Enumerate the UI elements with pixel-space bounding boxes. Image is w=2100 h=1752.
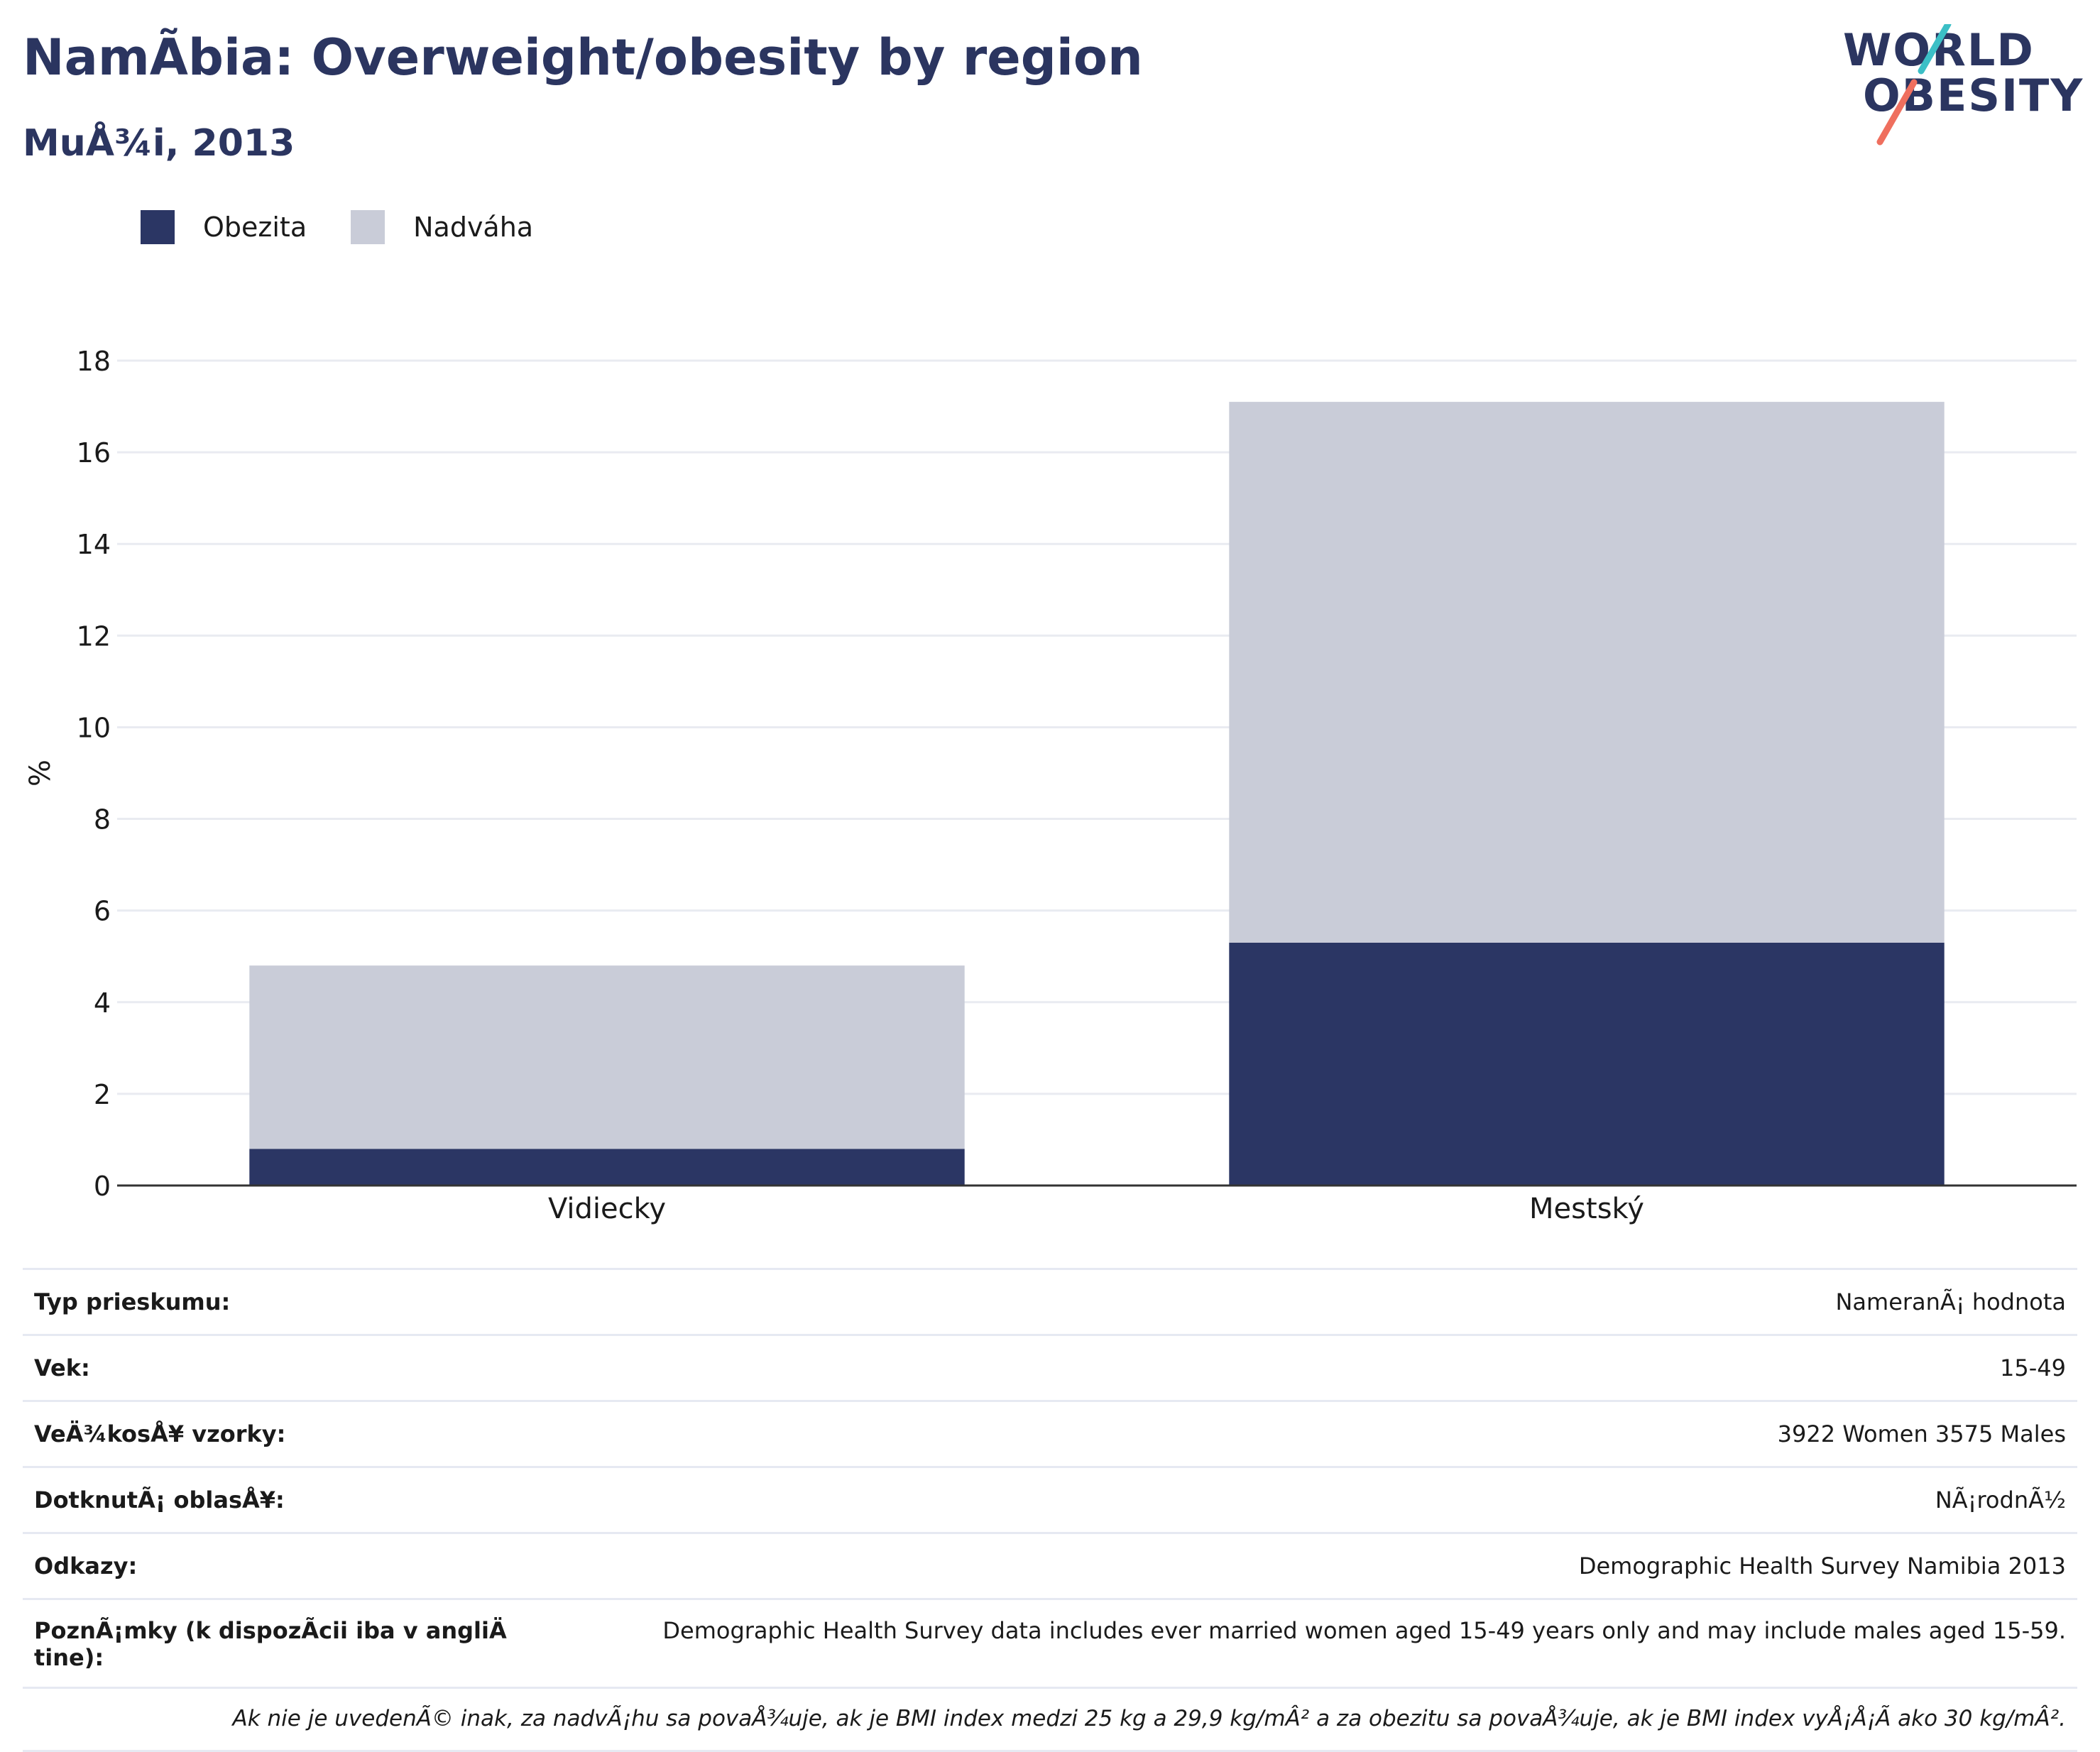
bar-overweight bbox=[1229, 402, 1945, 943]
info-row-survey-type: Typ prieskumu: NameranÃ¡ hodnota bbox=[23, 1268, 2077, 1334]
x-tick-label: Vidiecky bbox=[548, 1193, 666, 1225]
chart-title: NamÃbia: Overweight/obesity by region bbox=[23, 28, 1143, 87]
y-tick-label: 4 bbox=[94, 987, 111, 1019]
info-label: DotknutÃ¡ oblasÅ¥: bbox=[34, 1487, 285, 1513]
info-row-age: Vek: 15-49 bbox=[23, 1334, 2077, 1400]
info-label: Vek: bbox=[34, 1354, 90, 1381]
info-row-area: DotknutÃ¡ oblasÅ¥: NÃ¡rodnÃ½ bbox=[23, 1466, 2077, 1532]
y-tick-label: 6 bbox=[94, 896, 111, 927]
survey-info-table: Typ prieskumu: NameranÃ¡ hodnota Vek: 15… bbox=[23, 1268, 2077, 1752]
info-label: Odkazy: bbox=[34, 1553, 138, 1579]
logo-slash-icon bbox=[1876, 24, 1952, 146]
x-tick-label: Mestský bbox=[1529, 1193, 1644, 1225]
info-value: NameranÃ¡ hodnota bbox=[1835, 1288, 2066, 1315]
info-value: 15-49 bbox=[2000, 1354, 2066, 1381]
info-label: PoznÃ¡mky (k dispozÃcii iba v angliÄ tin… bbox=[34, 1617, 507, 1671]
info-row-notes: PoznÃ¡mky (k dispozÃcii iba v angliÄ tin… bbox=[23, 1598, 2077, 1687]
world-obesity-logo[interactable]: WORLD OBESITY bbox=[1843, 24, 2082, 152]
chart-subtitle: MuÅ¾i, 2013 bbox=[23, 122, 295, 165]
info-value: 3922 Women 3575 Males bbox=[1777, 1420, 2066, 1447]
y-tick-label: 12 bbox=[77, 620, 111, 652]
bar-obesity bbox=[1229, 942, 1945, 1186]
y-tick-label: 8 bbox=[94, 804, 111, 836]
info-row-sample-size: VeÄ¾kosÅ¥ vzorky: 3922 Women 3575 Males bbox=[23, 1400, 2077, 1466]
logo-line-1: WORLD bbox=[1843, 24, 2035, 76]
legend-item-obesity[interactable]: Obezita bbox=[141, 210, 307, 244]
chart-legend: Obezita Nadváha bbox=[141, 210, 577, 244]
info-value: Demographic Health Survey data includes … bbox=[662, 1617, 2066, 1644]
y-tick-label: 10 bbox=[77, 712, 111, 743]
legend-item-overweight[interactable]: Nadváha bbox=[351, 210, 533, 244]
definition-footnote: Ak nie je uvedenÃ© inak, za nadvÃ¡hu sa … bbox=[23, 1687, 2077, 1752]
legend-label-overweight: Nadváha bbox=[413, 212, 534, 243]
legend-swatch-obesity bbox=[141, 210, 175, 244]
legend-label-obesity: Obezita bbox=[203, 212, 307, 243]
info-value: Demographic Health Survey Namibia 2013 bbox=[1578, 1553, 2066, 1579]
info-value: NÃ¡rodnÃ½ bbox=[1935, 1487, 2066, 1513]
legend-swatch-overweight bbox=[351, 210, 385, 244]
bar-overweight bbox=[249, 965, 965, 1149]
y-tick-label: 18 bbox=[77, 346, 111, 377]
bar-obesity bbox=[249, 1149, 965, 1186]
y-tick-label: 14 bbox=[77, 529, 111, 560]
y-axis-label: % bbox=[24, 760, 57, 787]
bar-chart: 0 2 4 6 8 10 12 14 16 18% Vidiecky Mestský bbox=[24, 346, 2077, 1225]
info-row-references: Odkazy: Demographic Health Survey Namibi… bbox=[23, 1532, 2077, 1598]
info-label: VeÄ¾kosÅ¥ vzorky: bbox=[34, 1420, 286, 1447]
y-tick-label: 0 bbox=[94, 1171, 111, 1202]
y-tick-label: 2 bbox=[94, 1079, 111, 1110]
y-tick-label: 16 bbox=[77, 437, 111, 469]
info-label: Typ prieskumu: bbox=[34, 1288, 231, 1315]
